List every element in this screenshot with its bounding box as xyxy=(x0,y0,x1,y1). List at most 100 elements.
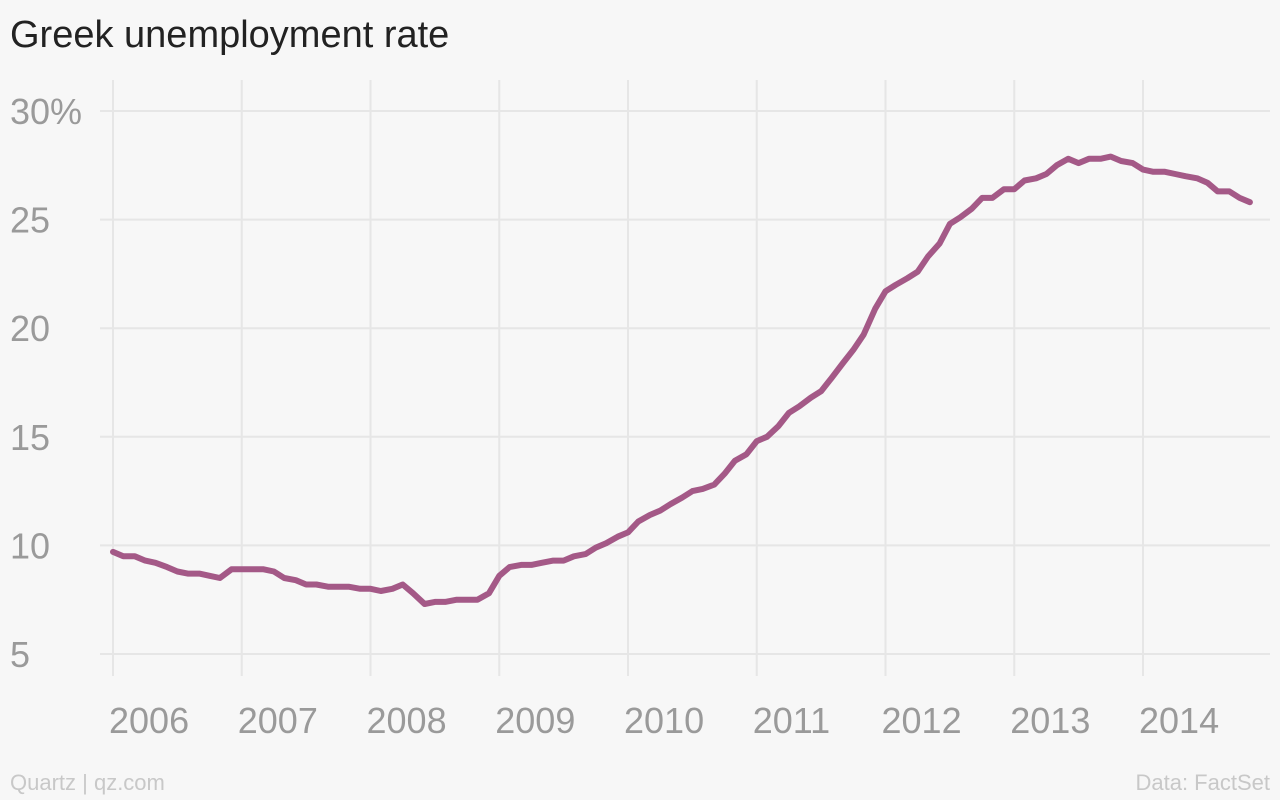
data-point xyxy=(283,577,285,579)
data-point xyxy=(434,601,436,603)
data-point xyxy=(391,588,393,590)
x-tick-label: 2014 xyxy=(1139,700,1219,741)
data-point xyxy=(530,564,532,566)
data-point xyxy=(573,555,575,557)
x-tick-label: 2011 xyxy=(753,700,830,741)
data-point xyxy=(1196,177,1198,179)
data-point xyxy=(1035,177,1037,179)
data-point xyxy=(971,208,973,210)
data-point xyxy=(702,488,704,490)
data-point xyxy=(981,197,983,199)
data-point xyxy=(563,560,565,562)
series-line xyxy=(110,153,1253,607)
data-point xyxy=(756,440,758,442)
data-point xyxy=(520,564,522,566)
data-point xyxy=(842,362,844,364)
data-point xyxy=(949,223,951,225)
data-point xyxy=(348,586,350,588)
footer-source-right: Data: FactSet xyxy=(1135,770,1270,795)
data-point xyxy=(585,553,586,555)
data-point xyxy=(1003,188,1005,190)
data-point xyxy=(917,271,919,273)
data-point xyxy=(885,290,886,292)
x-tick-label: 2008 xyxy=(367,700,447,741)
data-point xyxy=(927,256,929,257)
data-point xyxy=(959,216,961,218)
data-point xyxy=(488,592,490,594)
data-point xyxy=(1120,160,1122,162)
data-point xyxy=(1013,188,1015,190)
data-point xyxy=(305,584,307,585)
data-point xyxy=(798,405,800,407)
data-point xyxy=(295,579,297,581)
data-point xyxy=(1142,169,1144,171)
data-point xyxy=(380,590,382,592)
y-tick-label: 30% xyxy=(10,91,82,132)
data-point xyxy=(605,542,607,544)
data-point xyxy=(412,592,414,594)
data-point xyxy=(874,308,876,310)
data-point xyxy=(456,599,458,601)
data-point xyxy=(370,588,371,590)
data-point xyxy=(830,377,832,379)
x-tick-label: 2007 xyxy=(238,700,318,741)
data-point xyxy=(263,568,265,570)
data-point xyxy=(778,425,780,427)
data-point xyxy=(595,547,597,549)
data-point xyxy=(402,584,404,585)
data-point xyxy=(649,514,651,516)
data-point xyxy=(670,503,671,505)
data-point xyxy=(359,588,361,590)
data-point xyxy=(863,334,865,336)
data-point xyxy=(1206,182,1208,184)
data-point xyxy=(939,243,941,244)
data-point xyxy=(1239,197,1241,199)
data-point xyxy=(424,603,426,605)
data-point xyxy=(1249,201,1251,203)
grid-lines xyxy=(100,80,1270,676)
data-point xyxy=(1185,175,1186,177)
data-point xyxy=(1228,190,1230,192)
chart-title: Greek unemployment rate xyxy=(10,14,450,56)
data-point xyxy=(627,531,629,533)
data-point xyxy=(327,586,329,588)
x-tick-label: 2013 xyxy=(1010,700,1090,741)
data-point xyxy=(788,412,790,414)
x-tick-label: 2012 xyxy=(882,700,962,741)
y-tick-label: 10 xyxy=(10,525,50,566)
data-point xyxy=(166,566,168,568)
y-axis-ticks: 5 10 15 20 25 30% xyxy=(10,91,82,675)
data-point xyxy=(991,197,993,199)
data-point xyxy=(1088,158,1090,160)
data-point xyxy=(1100,158,1101,160)
data-point xyxy=(155,562,156,564)
x-tick-label: 2009 xyxy=(495,700,575,741)
data-point xyxy=(1217,190,1219,192)
data-point xyxy=(112,551,114,553)
data-point xyxy=(1067,158,1069,160)
data-point xyxy=(541,562,543,564)
data-point xyxy=(895,284,897,286)
x-tick-label: 2006 xyxy=(109,700,189,741)
x-axis-ticks: 2006 2007 2008 2009 2010 2011 2012 2013 2014 xyxy=(109,700,1219,741)
data-point xyxy=(746,453,747,455)
data-point xyxy=(144,560,146,562)
data-point xyxy=(444,601,446,603)
data-point xyxy=(176,571,178,572)
data-point xyxy=(273,571,275,572)
data-point xyxy=(852,349,854,351)
data-point xyxy=(315,584,317,585)
data-point xyxy=(659,510,661,512)
data-point xyxy=(617,536,619,538)
data-point xyxy=(713,484,715,486)
data-point xyxy=(1045,173,1047,175)
data-point xyxy=(1174,173,1176,175)
x-tick-label: 2010 xyxy=(624,700,704,741)
data-point xyxy=(1132,162,1134,164)
data-point xyxy=(1110,156,1112,158)
y-tick-label: 5 xyxy=(10,634,30,675)
data-point xyxy=(498,575,500,577)
data-point xyxy=(122,555,124,557)
data-point xyxy=(241,568,243,570)
